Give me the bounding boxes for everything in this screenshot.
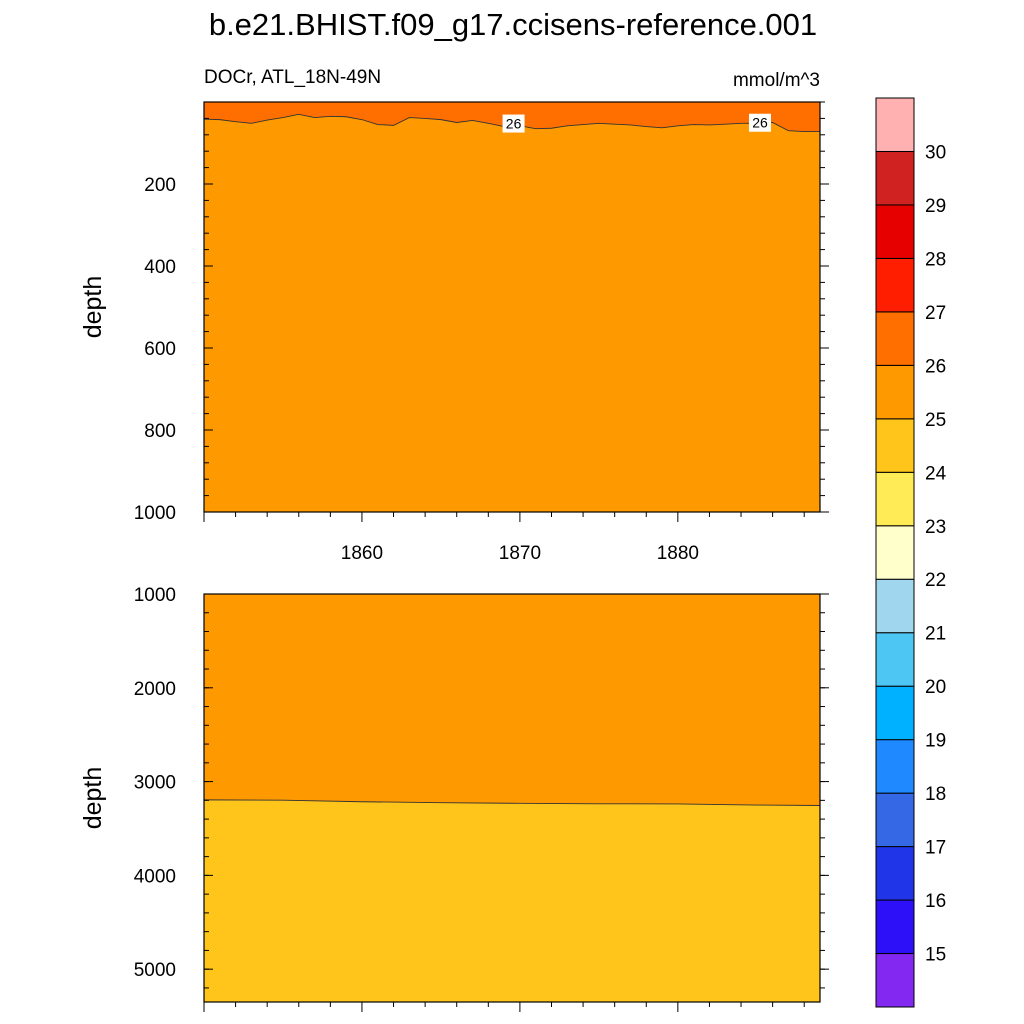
- colorbar-label: 18: [925, 784, 946, 805]
- y-tick-label: 1000: [134, 503, 176, 524]
- colorbar-segment: [875, 899, 915, 955]
- region-24-25: [204, 799, 820, 1002]
- figure-title: b.e21.BHIST.f09_g17.ccisens-reference.00…: [209, 7, 817, 42]
- contour-label: 26: [506, 116, 522, 132]
- colorbar-segment: [875, 97, 915, 152]
- contour-label-box: [748, 113, 771, 132]
- colorbar-segment: [875, 257, 915, 313]
- colorbar-label: 28: [925, 249, 946, 270]
- y-tick-label: 600: [144, 339, 176, 360]
- colorbar-segment: [875, 364, 915, 420]
- colorbar-label: 25: [925, 410, 946, 431]
- upper-panel: 26 26 200 400 600 800 1000 1860 1870 1880 depth: [79, 101, 829, 564]
- colorbar-label: 30: [925, 142, 946, 163]
- y-tick-label: 400: [144, 257, 176, 278]
- colorbar-label: 23: [925, 517, 946, 538]
- contour-label: 26: [752, 115, 768, 131]
- colorbar-segment: [875, 685, 915, 741]
- colorbar-label: 17: [925, 838, 946, 859]
- colorbar-segment: [875, 471, 915, 527]
- colorbar-segment: [875, 792, 915, 848]
- region-25-26: [204, 114, 820, 513]
- y-tick-label: 5000: [134, 960, 176, 981]
- colorbar-segment: [875, 150, 915, 206]
- plot-frame: [203, 101, 821, 513]
- units-label: mmol/m^3: [733, 70, 820, 91]
- colorbar-label: 15: [925, 945, 946, 966]
- colorbar-label: 21: [925, 624, 946, 645]
- colorbar-segment: [875, 632, 915, 687]
- colorbar-segment: [875, 204, 915, 259]
- y-axis-title: depth: [79, 276, 107, 339]
- colorbar-label: 22: [925, 570, 946, 591]
- colorbar-segment: [875, 953, 915, 1008]
- x-tick-label: 1870: [499, 543, 541, 564]
- y-tick-label: 800: [144, 421, 176, 442]
- colorbar-segment: [875, 525, 915, 580]
- contour-line: [203, 799, 821, 806]
- colorbar-label: 26: [925, 356, 946, 377]
- colorbar-label: 24: [925, 463, 947, 484]
- x-tick-label: 1880: [657, 543, 699, 564]
- y-tick-label: 4000: [134, 866, 176, 887]
- contour-label-box: [502, 114, 525, 133]
- y-tick-label: 1000: [134, 585, 176, 606]
- lower-panel: 1000 2000 3000 4000 5000 depth: [79, 585, 829, 1012]
- colorbar-label: 19: [925, 731, 946, 752]
- y-tick-label: 3000: [134, 773, 176, 794]
- colorbar-label: 20: [925, 677, 946, 698]
- colorbar-segment: [875, 846, 915, 901]
- colorbar-segment: [875, 311, 915, 366]
- colorbar: 15 16 17 18 19 20 21 22 23 24 25 26 27 28 29 30: [875, 97, 947, 1008]
- colorbar-label: 27: [925, 303, 946, 324]
- y-tick-label: 200: [144, 175, 176, 196]
- plot-frame: [203, 593, 821, 1003]
- colorbar-segment: [875, 418, 915, 473]
- colorbar-segment: [875, 578, 915, 634]
- y-tick-label: 2000: [134, 679, 176, 700]
- y-axis-title: depth: [79, 767, 107, 830]
- colorbar-segment: [875, 739, 915, 794]
- left-subtitle: DOCr, ATL_18N-49N: [204, 67, 381, 88]
- colorbar-label: 16: [925, 891, 946, 912]
- x-tick-label: 1860: [341, 543, 383, 564]
- colorbar-label: 29: [925, 196, 946, 217]
